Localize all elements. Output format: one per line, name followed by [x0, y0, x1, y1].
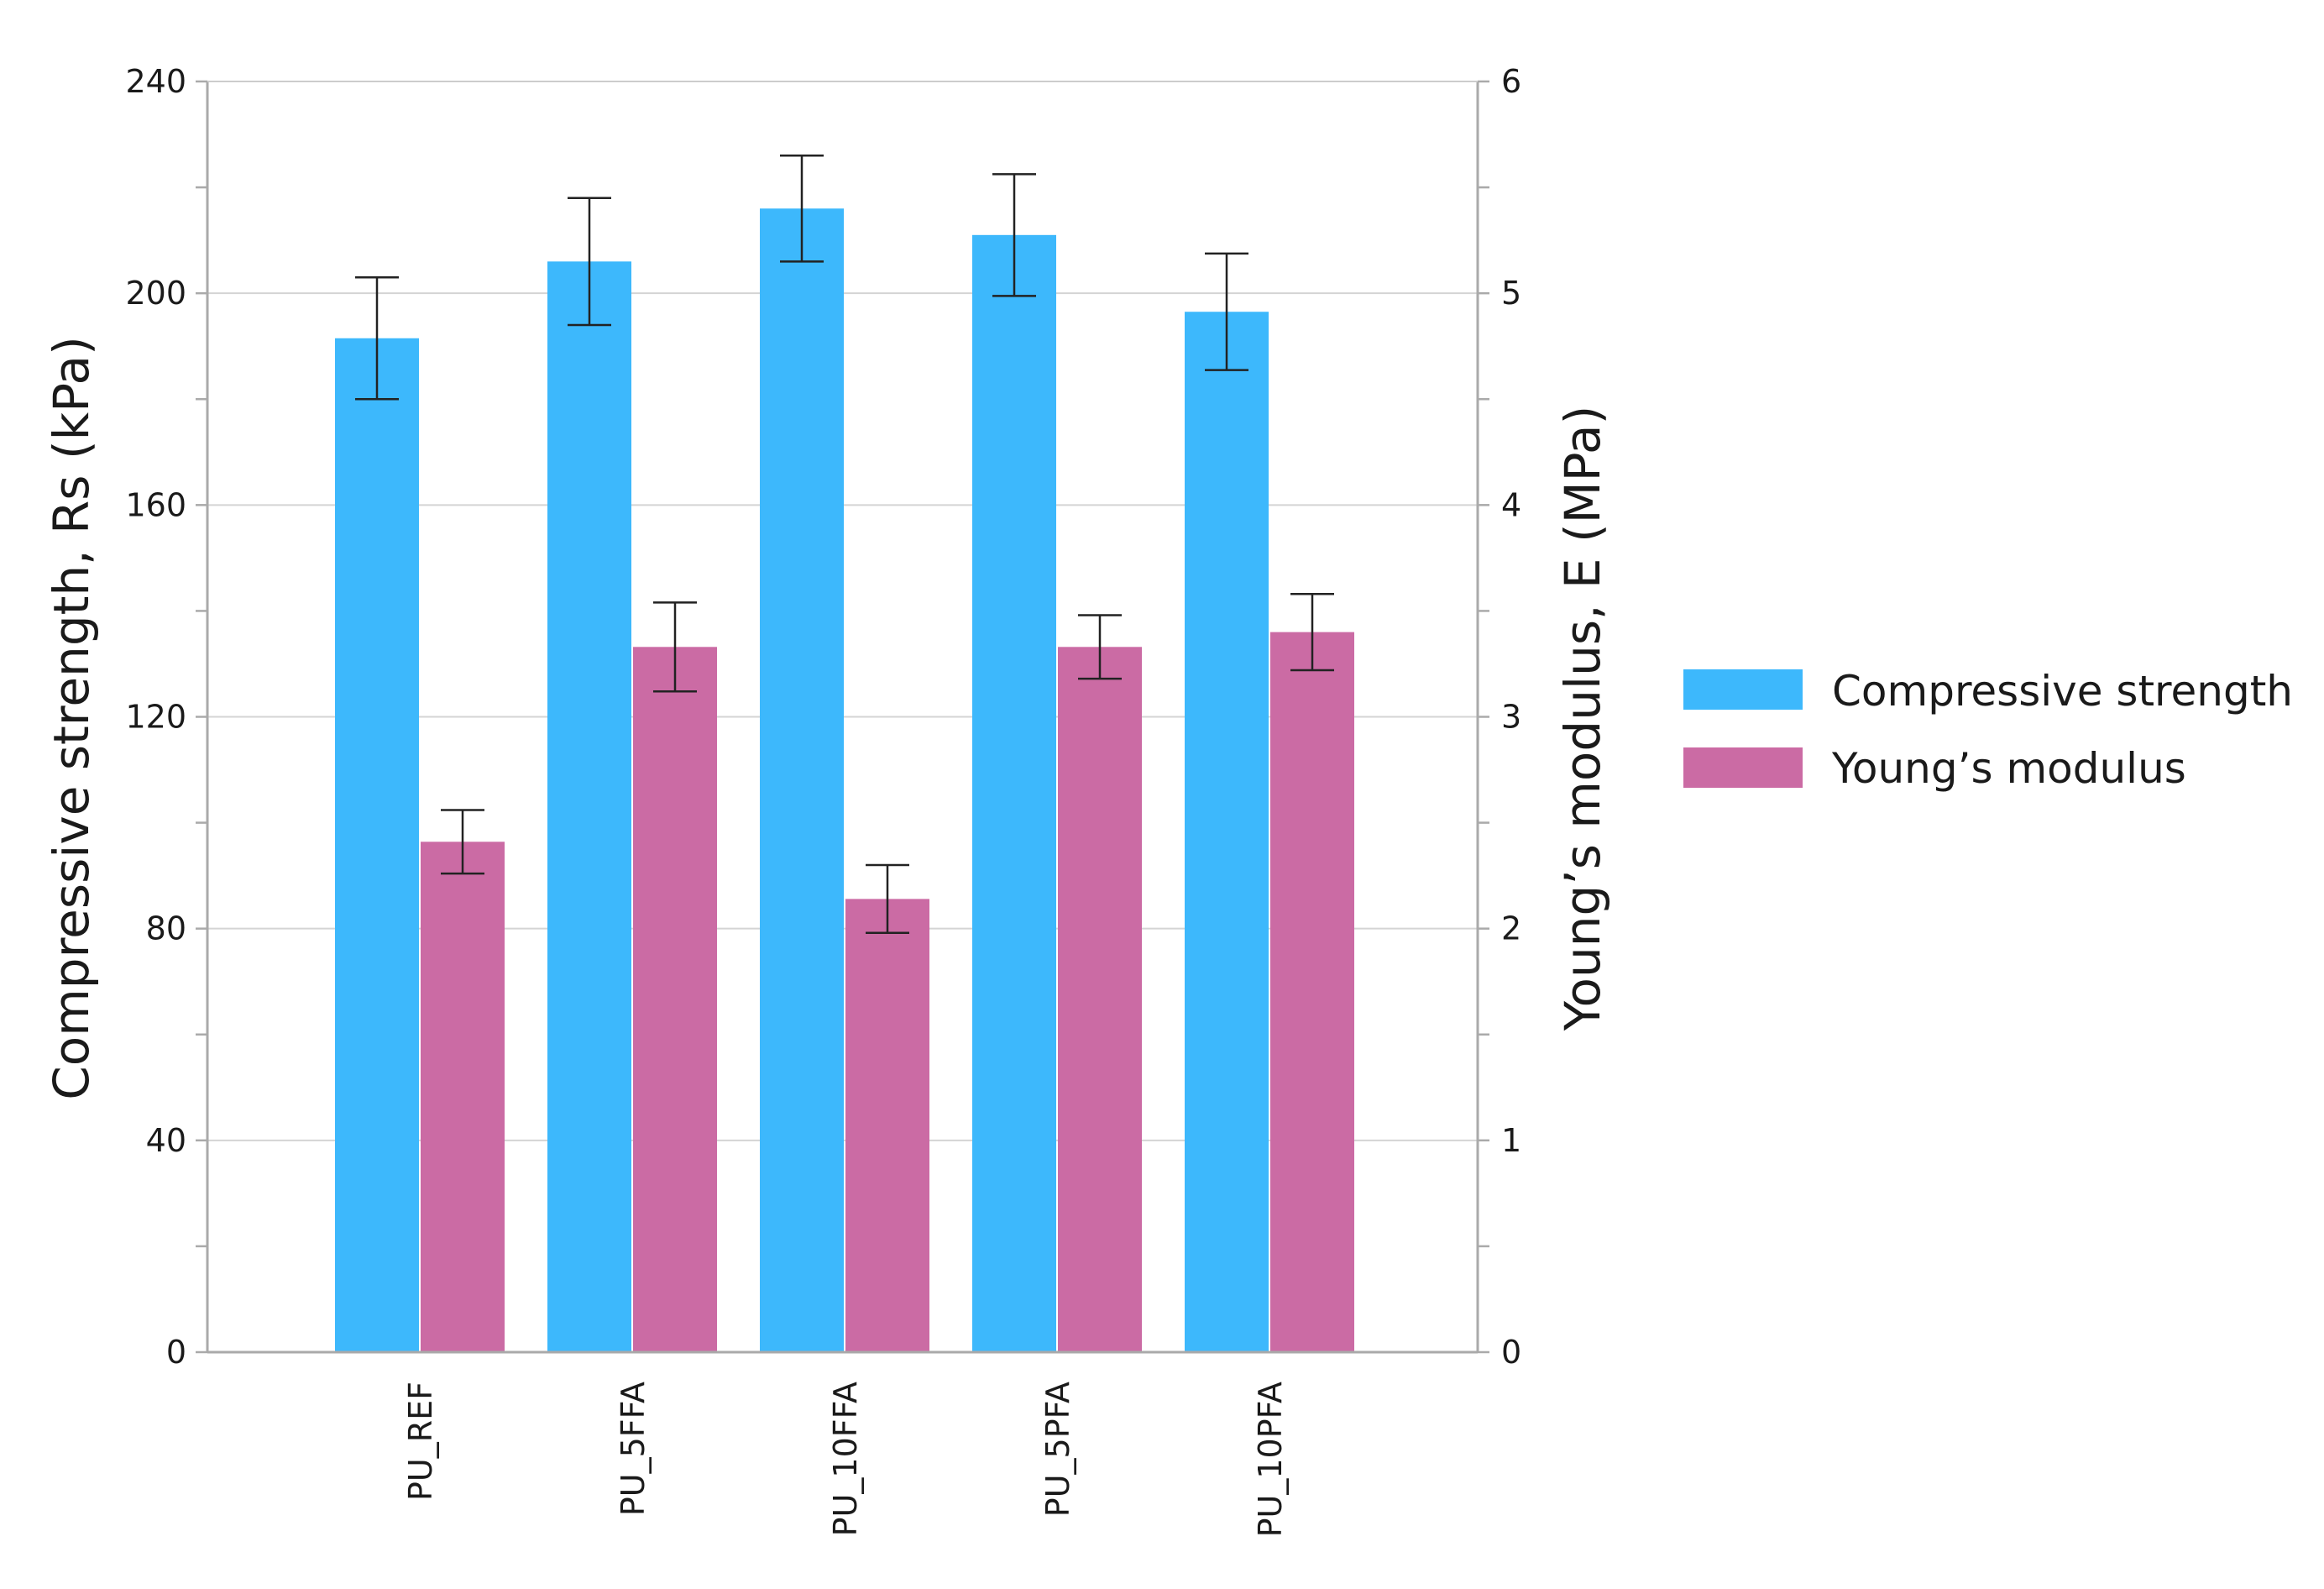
- left-tick-label: 80: [146, 910, 186, 947]
- bar-compressive-strength-pu_10pfa: [1185, 312, 1269, 1353]
- legend-swatch-compressive-strength: [1683, 669, 1803, 710]
- left-axis-ticks: 0 40 80 120 160 200 240: [125, 63, 207, 1371]
- left-tick-label: 120: [125, 699, 186, 736]
- bar-compressive-strength-pu_5ffa: [547, 261, 631, 1352]
- right-tick-label: 5: [1501, 275, 1521, 312]
- category-labels: PU_REF PU_5FFA PU_10FFA PU_5PFA PU_10PFA: [402, 1382, 1289, 1537]
- category-label-pu_ref: PU_REF: [402, 1382, 439, 1501]
- left-axis-title: Compressive strength, Rs (kPa): [43, 336, 100, 1099]
- right-tick-label: 3: [1501, 699, 1521, 736]
- bar-compressive-strength-pu_5pfa: [972, 234, 1056, 1353]
- left-tick-label: 240: [125, 63, 186, 100]
- legend-swatch-youngs-modulus: [1683, 747, 1803, 788]
- right-tick-label: 1: [1501, 1122, 1521, 1159]
- right-tick-label: 6: [1501, 63, 1521, 100]
- bar-youngs-modulus-pu_ref: [421, 842, 505, 1352]
- right-tick-label: 4: [1501, 486, 1521, 523]
- right-axis-title: Young’s modulus, E (MPa): [1554, 406, 1611, 1031]
- right-axis-ticks: 0 1 2 3 4 5 6: [1478, 63, 1521, 1371]
- bar-youngs-modulus-pu_5ffa: [633, 647, 717, 1352]
- bars: [335, 208, 1354, 1353]
- category-label-pu_5pfa: PU_5PFA: [1039, 1382, 1076, 1517]
- left-tick-label: 160: [125, 486, 186, 523]
- left-tick-label: 0: [166, 1334, 186, 1371]
- legend-label-youngs-modulus: Young’s modulus: [1831, 744, 2186, 793]
- bar-compressive-strength-pu_ref: [335, 338, 419, 1352]
- legend-label-compressive-strength: Compressive strength: [1832, 667, 2293, 716]
- left-tick-label: 40: [146, 1122, 186, 1159]
- category-label-pu_10ffa: PU_10FFA: [827, 1382, 864, 1536]
- bar-youngs-modulus-pu_5pfa: [1058, 647, 1142, 1352]
- category-label-pu_5ffa: PU_5FFA: [615, 1382, 652, 1516]
- right-tick-label: 2: [1501, 910, 1521, 947]
- left-tick-label: 200: [125, 275, 186, 312]
- bar-compressive-strength-pu_10ffa: [760, 208, 844, 1352]
- bar-youngs-modulus-pu_10pfa: [1270, 632, 1354, 1352]
- right-tick-label: 0: [1501, 1334, 1521, 1371]
- category-label-pu_10pfa: PU_10PFA: [1252, 1382, 1289, 1537]
- bar-youngs-modulus-pu_10ffa: [845, 899, 929, 1352]
- legend: Compressive strength Young’s modulus: [1683, 667, 2293, 793]
- error-bars: [355, 155, 1334, 934]
